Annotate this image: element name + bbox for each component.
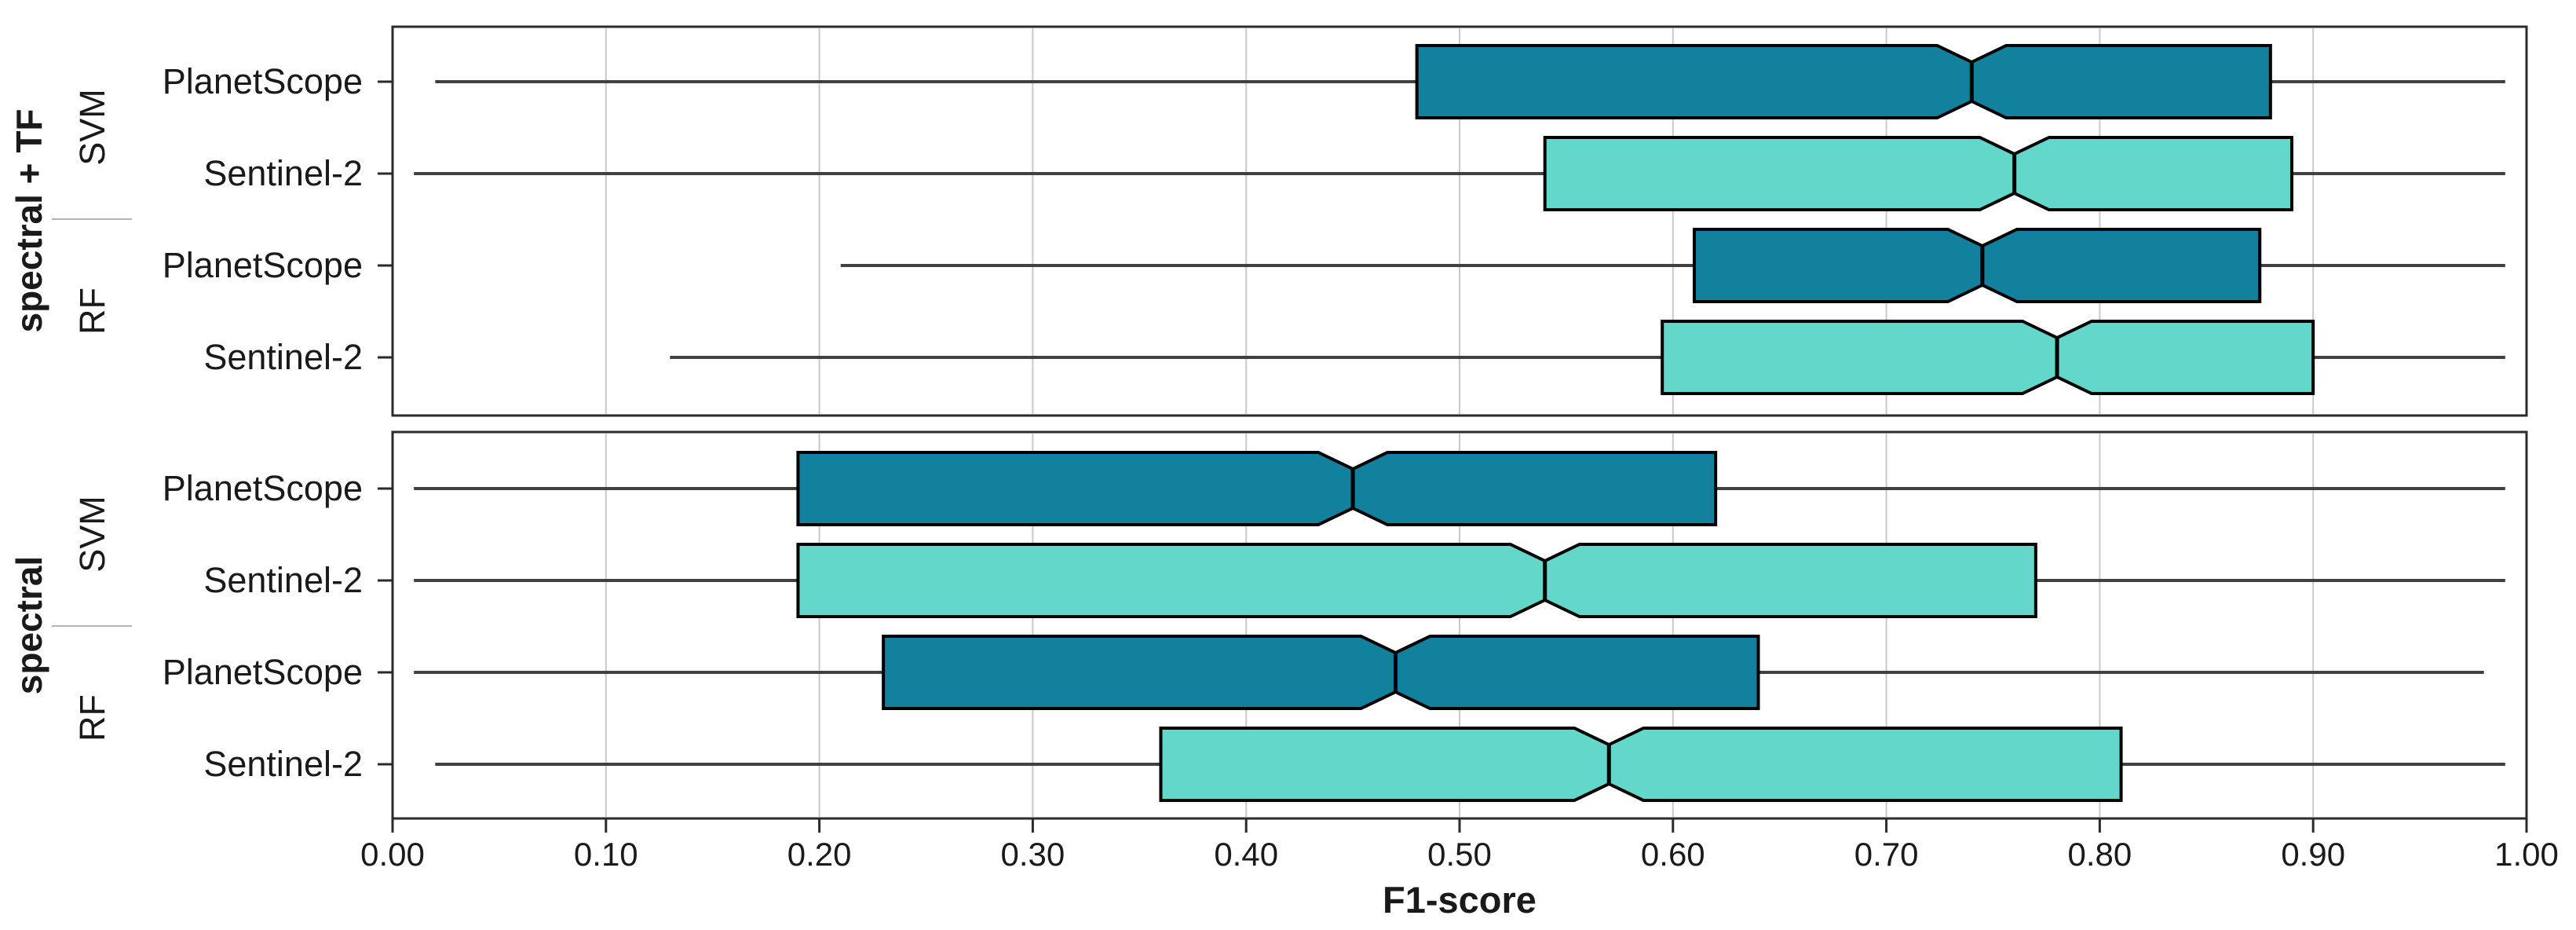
notched-box <box>796 451 1718 526</box>
row-label: PlanetScope <box>162 245 363 285</box>
row-label: Sentinel-2 <box>203 744 363 784</box>
classifier-divider-top <box>52 218 132 220</box>
notched-box <box>1415 44 2272 119</box>
row-label: Sentinel-2 <box>203 337 363 377</box>
x-tick-label: 1.00 <box>2494 836 2559 873</box>
x-tick-label: 0.20 <box>787 836 852 873</box>
notched-box <box>1543 136 2294 211</box>
x-tick-label: 0.50 <box>1427 836 1492 873</box>
notched-box <box>1661 320 2315 395</box>
row-label: Sentinel-2 <box>203 153 363 193</box>
x-tick-label: 0.40 <box>1214 836 1279 873</box>
row-label: Sentinel-2 <box>203 560 363 600</box>
x-tick-label: 0.10 <box>573 836 638 873</box>
classifier-label-rf-bottom: RF <box>72 694 112 741</box>
x-tick-label: 0.90 <box>2281 836 2346 873</box>
x-tick-label: 0.70 <box>1854 836 1919 873</box>
panel-border <box>391 25 2528 417</box>
row-label: PlanetScope <box>162 652 363 692</box>
classifier-divider-bottom <box>52 625 132 627</box>
row-label: PlanetScope <box>162 61 363 101</box>
x-tick-label: 0.30 <box>1000 836 1065 873</box>
x-tick-label: 0.80 <box>2067 836 2132 873</box>
x-tick-label: 0.00 <box>360 836 425 873</box>
x-tick-label: 0.60 <box>1640 836 1705 873</box>
notched-box <box>1692 228 2262 303</box>
notched-box <box>882 635 1760 710</box>
x-axis-title: F1-score <box>1383 879 1536 921</box>
notched-box <box>796 543 2037 618</box>
notched-box <box>1159 727 2123 802</box>
row-label: PlanetScope <box>162 468 363 508</box>
classifier-label-rf-top: RF <box>72 287 112 335</box>
